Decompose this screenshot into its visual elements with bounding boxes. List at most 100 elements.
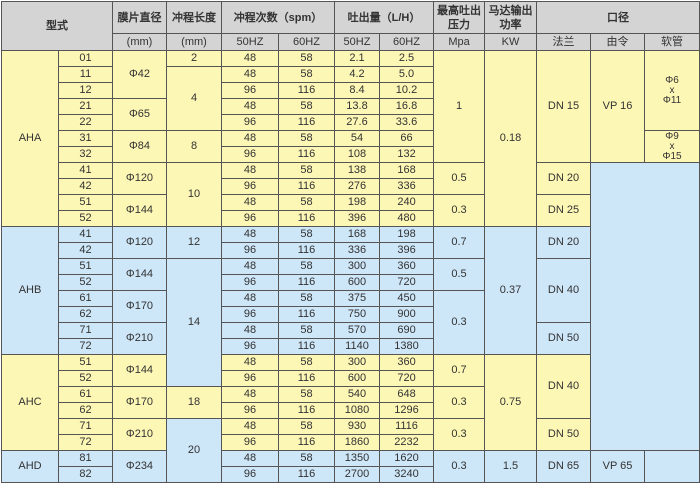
- flow-50hz-cell: 13.8: [334, 98, 380, 115]
- flow-60hz-cell: 1620: [378, 450, 435, 467]
- pressure-cell: 1: [433, 50, 486, 163]
- diaphragm-cell: Φ170: [112, 290, 167, 323]
- pressure-cell: 0.7: [433, 354, 486, 387]
- model-code-cell: 52: [58, 274, 113, 291]
- spm-60hz-cell: 116: [278, 434, 335, 451]
- flow-50hz-cell: 600: [334, 370, 380, 387]
- flow-50hz-cell: 54: [334, 130, 380, 147]
- stroke-cell: 4: [166, 66, 222, 131]
- flange-cell: DN 50: [536, 418, 592, 451]
- pressure-cell: 0.5: [433, 258, 486, 291]
- diaphragm-cell: Φ65: [112, 98, 167, 131]
- diaphragm-cell: Φ234: [112, 450, 167, 483]
- flow-50hz-cell: 930: [334, 418, 380, 435]
- table-row: 82 96 116 2700 3240: [2, 466, 700, 483]
- spm-50hz-cell: 96: [221, 274, 279, 291]
- spm-60hz-cell: 116: [278, 242, 335, 259]
- spm-60hz-cell: 116: [278, 210, 335, 227]
- model-cell: AHC: [1, 354, 59, 451]
- flow-50hz-cell: 27.6: [334, 114, 380, 131]
- spm-60hz-cell: 58: [278, 418, 335, 435]
- model-code-cell: 81: [58, 450, 113, 467]
- hose-size-part: Φ6: [665, 74, 679, 86]
- header-stroke: 冲程长度: [166, 1, 222, 34]
- flow-50hz-cell: 375: [334, 290, 380, 307]
- model-code-cell: 71: [58, 322, 113, 339]
- spm-50hz-cell: 96: [221, 370, 279, 387]
- header-power-unit: KW: [484, 33, 538, 51]
- flow-50hz-cell: 1860: [334, 434, 380, 451]
- model-cell: AHA: [1, 50, 59, 227]
- spm-50hz-cell: 96: [221, 178, 279, 195]
- power-cell: 0.75: [484, 354, 538, 451]
- hose-cell: Φ9 x Φ15: [644, 130, 700, 163]
- spm-60hz-cell: 58: [278, 258, 335, 275]
- flow-60hz-cell: 480: [378, 210, 435, 227]
- spm-50hz-cell: 48: [221, 386, 279, 403]
- power-cell: 0.37: [484, 226, 538, 355]
- pressure-cell: 0.3: [433, 194, 486, 227]
- model-code-cell: 52: [58, 210, 113, 227]
- model-code-cell: 61: [58, 386, 113, 403]
- header-pressure-unit: Mpa: [433, 33, 486, 51]
- flow-60hz-cell: 3240: [378, 466, 435, 483]
- spm-60hz-cell: 58: [278, 194, 335, 211]
- diaphragm-cell: Φ210: [112, 418, 167, 451]
- table-row: 51 Φ144 14 48 58 300 360 0.5 DN 40: [2, 258, 700, 387]
- table-row: 72 96 116 1140 1380: [2, 338, 700, 355]
- flow-50hz-cell: 8.4: [334, 82, 380, 99]
- flow-50hz-cell: 750: [334, 306, 380, 323]
- flow-60hz-cell: 66: [378, 130, 435, 147]
- flow-60hz-cell: 900: [378, 306, 435, 323]
- spm-50hz-cell: 96: [221, 306, 279, 323]
- empty-hose-cell: [644, 450, 700, 483]
- flow-60hz-cell: 1380: [378, 338, 435, 355]
- table-row: 42 96 116 276 336: [2, 178, 700, 195]
- spm-60hz-cell: 58: [278, 98, 335, 115]
- flow-60hz-cell: 168: [378, 162, 435, 179]
- table-row: 21 Φ65 48 58 13.8 16.8: [2, 98, 700, 131]
- flow-50hz-cell: 540: [334, 386, 380, 403]
- flange-cell: DN 15: [536, 50, 592, 163]
- flow-60hz-cell: 336: [378, 178, 435, 195]
- flow-50hz-cell: 1080: [334, 402, 380, 419]
- model-code-cell: 12: [58, 82, 113, 99]
- model-code-cell: 42: [58, 178, 113, 195]
- table-row: 31 Φ84 8 48 58 54 66 Φ9 x Φ15: [2, 130, 700, 163]
- spm-60hz-cell: 58: [278, 322, 335, 339]
- diaphragm-cell: Φ120: [112, 226, 167, 259]
- spm-50hz-cell: 48: [221, 450, 279, 467]
- spm-50hz-cell: 96: [221, 466, 279, 483]
- header-spm-60hz: 60HZ: [278, 33, 335, 51]
- header-diaphragm: 膜片直径: [112, 1, 167, 34]
- table-row: 62 96 116 1080 1296: [2, 402, 700, 419]
- table-row: AHA 01 Φ42 2 48 58 2.1 2.5 1 0.18 DN 15 VP 16 Φ6 x Φ11: [1, 50, 700, 227]
- model-code-cell: 21: [58, 98, 113, 115]
- hose-cell: Φ6 x Φ11: [644, 50, 700, 131]
- flange-cell: DN 50: [536, 322, 592, 355]
- header-flow-50hz: 50HZ: [334, 33, 380, 51]
- header-pressure: 最高吐出压力: [433, 1, 486, 34]
- model-code-cell: 41: [58, 226, 113, 243]
- stroke-cell: 20: [166, 418, 222, 483]
- pressure-cell: 0.7: [433, 226, 486, 259]
- spm-60hz-cell: 116: [278, 82, 335, 99]
- pressure-cell: 0.3: [433, 290, 486, 355]
- table-row: 32 96 116 108 132: [2, 146, 700, 163]
- spm-60hz-cell: 116: [278, 178, 335, 195]
- header-spm-50hz: 50HZ: [221, 33, 279, 51]
- spm-50hz-cell: 48: [221, 194, 279, 211]
- header-hose: 软管: [644, 33, 700, 51]
- pressure-cell: 0.3: [433, 418, 486, 451]
- spm-50hz-cell: 48: [221, 50, 279, 67]
- spm-50hz-cell: 48: [221, 98, 279, 115]
- spm-60hz-cell: 116: [278, 306, 335, 323]
- spm-60hz-cell: 58: [278, 66, 335, 83]
- spm-50hz-cell: 48: [221, 226, 279, 243]
- spm-50hz-cell: 48: [221, 66, 279, 83]
- model-code-cell: 61: [58, 290, 113, 307]
- header-flow: 吐出量（L/H）: [333, 1, 435, 34]
- flow-60hz-cell: 1296: [378, 402, 435, 419]
- flow-50hz-cell: 1350: [334, 450, 380, 467]
- spm-60hz-cell: 116: [278, 114, 335, 131]
